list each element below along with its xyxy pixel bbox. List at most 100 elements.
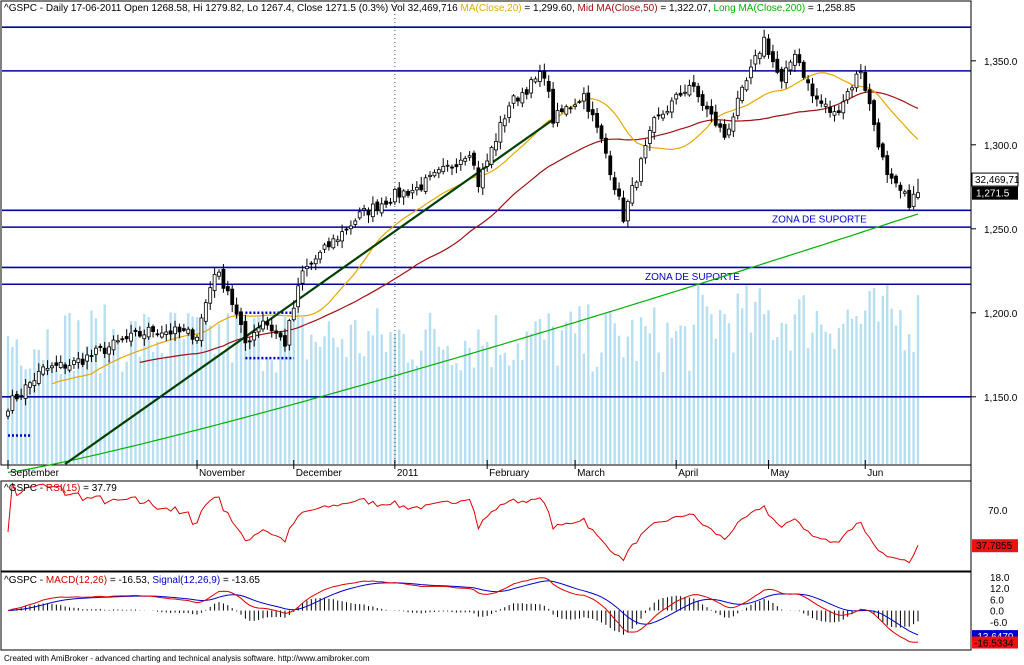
candle-body — [713, 111, 718, 126]
candle-body — [309, 262, 314, 265]
candle-body — [344, 228, 349, 231]
candle-body — [661, 113, 665, 119]
candle-body — [296, 285, 301, 308]
candle-body — [586, 92, 591, 112]
y-tick-label: 1,200.0 — [984, 309, 1018, 320]
candle-body — [573, 104, 578, 107]
candle-body — [489, 146, 494, 165]
volume-bar — [789, 350, 792, 464]
candle-body — [472, 152, 476, 166]
volume-bar — [507, 365, 511, 464]
candle-body — [902, 191, 907, 194]
candle-body — [45, 368, 50, 371]
volume-bar — [556, 365, 559, 464]
candle-body — [116, 340, 120, 343]
candle-body — [239, 311, 243, 326]
volume-bar — [613, 323, 616, 464]
candle-body — [401, 190, 406, 198]
candle-body — [757, 52, 762, 60]
candle-body — [731, 116, 736, 132]
uptrend-line — [64, 118, 554, 465]
candle-body — [480, 168, 485, 189]
header-part: ^GSPC - Daily 17-06-2011 Open 1268.58, H… — [4, 3, 460, 14]
header-part: MACD(12,26) — [46, 575, 107, 586]
header-part: RSI(15) — [46, 483, 80, 494]
volume-bar — [833, 348, 836, 464]
volume-bar — [670, 337, 674, 464]
candle-body — [300, 270, 305, 284]
candle-body — [142, 334, 147, 340]
volume-bar — [209, 325, 212, 464]
y-tick-label: 1,150.0 — [984, 393, 1018, 404]
candle-body — [656, 114, 661, 117]
candle-body — [348, 225, 353, 230]
volume-bar — [90, 310, 93, 464]
rsi-series — [7, 482, 919, 564]
candle-body — [458, 159, 463, 165]
volume-bar — [384, 351, 388, 464]
candle-body — [568, 107, 573, 110]
volume-value-label: 32,469,71 — [975, 175, 1020, 186]
x-tick-label: March — [577, 468, 605, 479]
candle-body — [854, 73, 859, 89]
volume-bar — [301, 317, 304, 464]
y-tick-label: 1,300.0 — [984, 141, 1018, 152]
candle-body — [195, 336, 199, 341]
volume-bar — [296, 313, 300, 464]
volume-bar — [103, 304, 106, 464]
candle-body — [85, 354, 90, 362]
volume-bar — [169, 312, 172, 464]
candle-body — [14, 393, 19, 400]
candle-body — [76, 358, 81, 363]
candle-body — [50, 365, 54, 369]
candle-body — [542, 70, 547, 79]
volume-bar — [406, 362, 410, 464]
volume-bar — [916, 295, 920, 464]
volume-bar — [442, 349, 445, 464]
candle-body — [256, 327, 261, 333]
candle-body — [181, 328, 186, 331]
volume-bar — [411, 359, 414, 464]
volume-bar — [820, 324, 823, 464]
candle-body — [806, 79, 810, 84]
volume-bar — [15, 339, 18, 464]
volume-bar — [780, 322, 783, 464]
candle-body — [630, 185, 635, 204]
candle-body — [599, 125, 604, 140]
volume-bar — [332, 337, 335, 464]
candle-body — [639, 158, 643, 182]
candle-body — [538, 71, 542, 82]
volume-bar — [226, 313, 230, 464]
candle-body — [727, 128, 731, 136]
candle-body — [221, 268, 226, 289]
candle-body — [603, 137, 608, 154]
candle-body — [845, 90, 850, 101]
volume-bar — [41, 359, 45, 464]
volume-bar — [257, 315, 260, 464]
macd-tick-label: 0.0 — [990, 607, 1004, 618]
volume-bar — [481, 345, 484, 464]
candle-body — [533, 78, 538, 83]
candle-body — [19, 394, 24, 397]
macd-value-label: -16.5334 — [974, 639, 1014, 650]
x-tick-label: May — [771, 468, 790, 479]
candle-body — [107, 346, 112, 355]
volume-bar — [793, 314, 797, 464]
volume-bar — [754, 301, 757, 464]
candle-body — [498, 122, 503, 143]
volume-bar — [200, 320, 203, 464]
volume-bar — [683, 326, 687, 464]
volume-bar — [732, 352, 735, 464]
volume-bar — [72, 370, 76, 464]
candle-body — [546, 81, 551, 92]
header-part: Long MA(Close,200) — [713, 3, 805, 14]
volume-bar — [349, 324, 353, 464]
candle-body — [823, 103, 828, 107]
candle-body — [67, 365, 72, 371]
candle-body — [872, 100, 876, 126]
candle-body — [124, 336, 129, 340]
candle-body — [643, 145, 648, 159]
candle-body — [494, 141, 498, 151]
candle-body — [779, 68, 784, 82]
candle-body — [327, 241, 331, 248]
